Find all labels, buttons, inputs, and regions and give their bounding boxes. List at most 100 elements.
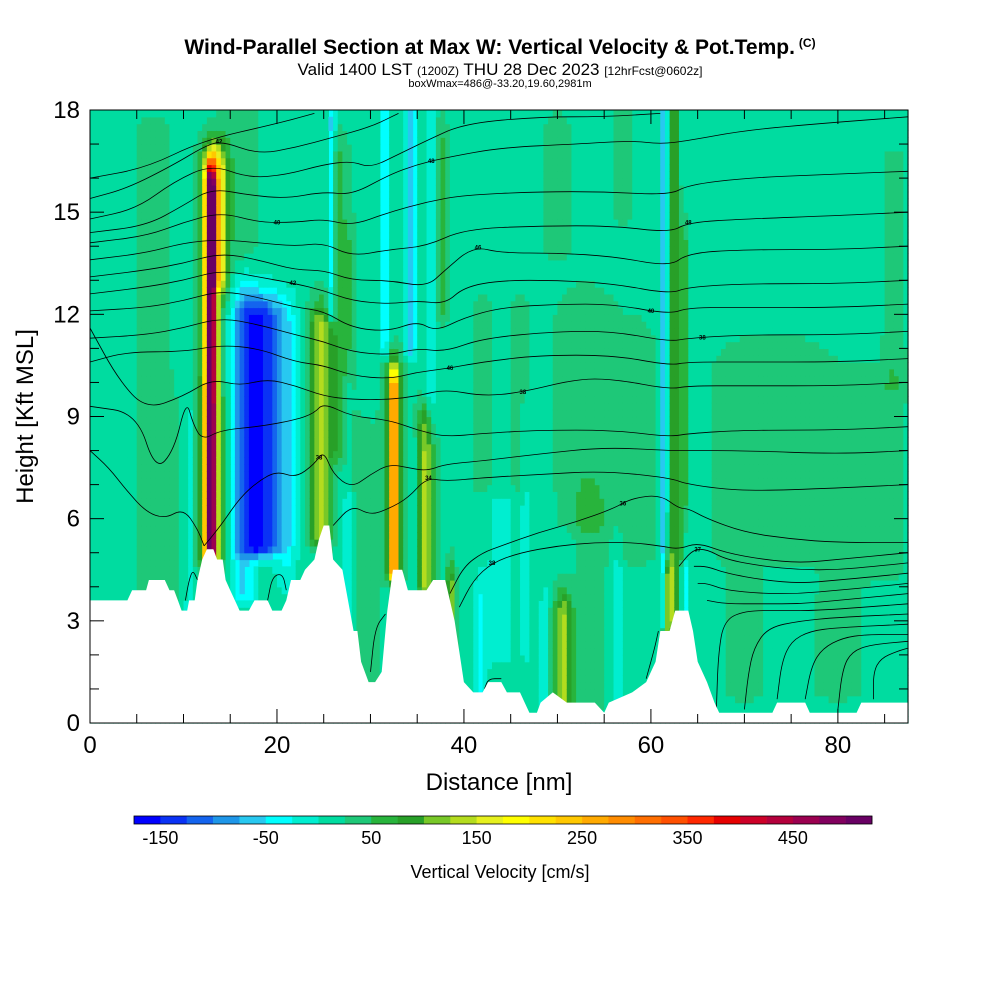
velocity-cell xyxy=(99,416,105,424)
velocity-cell xyxy=(202,225,208,234)
velocity-cell xyxy=(94,253,100,261)
velocity-cell xyxy=(351,409,358,418)
velocity-cell xyxy=(281,137,287,145)
velocity-cell xyxy=(90,123,96,132)
velocity-cell xyxy=(305,545,311,554)
velocity-cell xyxy=(141,130,147,138)
velocity-cell xyxy=(347,280,353,288)
velocity-cell xyxy=(239,477,245,486)
velocity-cell xyxy=(136,396,143,404)
velocity-cell xyxy=(169,464,175,472)
velocity-cell xyxy=(286,573,292,581)
velocity-cell xyxy=(99,178,105,186)
velocity-cell xyxy=(141,205,147,213)
velocity-cell xyxy=(342,144,348,152)
velocity-cell xyxy=(230,573,236,581)
velocity-cell xyxy=(174,225,180,234)
velocity-cell xyxy=(160,321,166,329)
velocity-cell xyxy=(202,300,208,309)
velocity-cell xyxy=(118,484,124,493)
velocity-cell xyxy=(290,239,297,247)
velocity-cell xyxy=(211,498,217,506)
velocity-cell xyxy=(94,191,100,200)
velocity-cell xyxy=(347,178,353,186)
velocity-cell xyxy=(188,477,194,486)
velocity-cell xyxy=(351,164,358,172)
velocity-cell xyxy=(300,362,306,370)
velocity-cell xyxy=(160,164,166,172)
velocity-cell xyxy=(99,498,105,506)
velocity-cell xyxy=(305,505,311,513)
velocity-cell xyxy=(262,130,269,138)
velocity-cell xyxy=(192,409,199,418)
velocity-cell xyxy=(206,511,213,520)
velocity-cell xyxy=(230,205,236,213)
velocity-cell xyxy=(164,232,171,241)
velocity-cell xyxy=(127,321,133,329)
velocity-cell xyxy=(104,430,110,438)
velocity-cell xyxy=(239,402,245,411)
velocity-cell xyxy=(323,144,329,152)
velocity-cell xyxy=(290,307,297,315)
velocity-cell xyxy=(351,225,358,234)
velocity-cell xyxy=(319,409,325,418)
velocity-cell xyxy=(248,314,255,322)
velocity-cell xyxy=(104,157,110,166)
velocity-cell xyxy=(132,144,138,152)
velocity-cell xyxy=(314,396,320,404)
velocity-cell xyxy=(94,532,100,540)
velocity-cell xyxy=(127,123,133,132)
velocity-cell xyxy=(244,157,250,166)
velocity-cell xyxy=(188,334,194,343)
velocity-cell xyxy=(197,130,203,138)
velocity-cell xyxy=(351,620,358,629)
velocity-cell xyxy=(90,368,96,377)
velocity-cell xyxy=(174,443,180,452)
velocity-cell xyxy=(211,191,217,200)
velocity-cell xyxy=(248,409,255,418)
velocity-cell xyxy=(141,559,147,567)
velocity-cell xyxy=(244,518,250,527)
velocity-cell xyxy=(347,123,353,132)
velocity-cell xyxy=(234,218,241,227)
velocity-cell xyxy=(206,191,213,200)
velocity-cell xyxy=(118,171,124,179)
velocity-cell xyxy=(122,539,128,547)
velocity-cell xyxy=(333,402,339,411)
velocity-cell xyxy=(225,205,231,213)
velocity-cell xyxy=(328,409,334,418)
velocity-cell xyxy=(164,171,171,179)
velocity-cell xyxy=(160,307,166,315)
velocity-cell xyxy=(258,464,264,472)
velocity-cell xyxy=(220,144,227,152)
velocity-cell xyxy=(188,253,194,261)
velocity-cell xyxy=(305,144,311,152)
velocity-cell xyxy=(305,559,311,567)
velocity-cell xyxy=(118,150,124,159)
velocity-cell xyxy=(234,436,241,445)
velocity-cell xyxy=(267,498,273,506)
velocity-cell xyxy=(225,178,231,186)
velocity-cell xyxy=(104,423,110,431)
velocity-cell xyxy=(333,205,339,213)
velocity-cell xyxy=(132,436,138,445)
velocity-cell xyxy=(188,382,194,390)
velocity-cell xyxy=(94,212,100,220)
velocity-cell xyxy=(333,477,339,486)
velocity-cell xyxy=(108,573,114,581)
velocity-cell xyxy=(94,150,100,159)
velocity-cell xyxy=(239,457,245,465)
velocity-cell xyxy=(164,559,171,567)
velocity-cell xyxy=(305,293,311,302)
velocity-cell xyxy=(342,314,348,322)
velocity-cell xyxy=(267,450,273,458)
velocity-cell xyxy=(141,191,147,200)
velocity-cell xyxy=(132,287,138,295)
velocity-cell xyxy=(197,232,203,241)
velocity-cell xyxy=(202,341,208,349)
velocity-cell xyxy=(351,457,358,465)
velocity-cell xyxy=(295,491,301,499)
velocity-cell xyxy=(155,171,161,179)
velocity-cell xyxy=(188,409,194,418)
velocity-cell xyxy=(262,205,269,213)
